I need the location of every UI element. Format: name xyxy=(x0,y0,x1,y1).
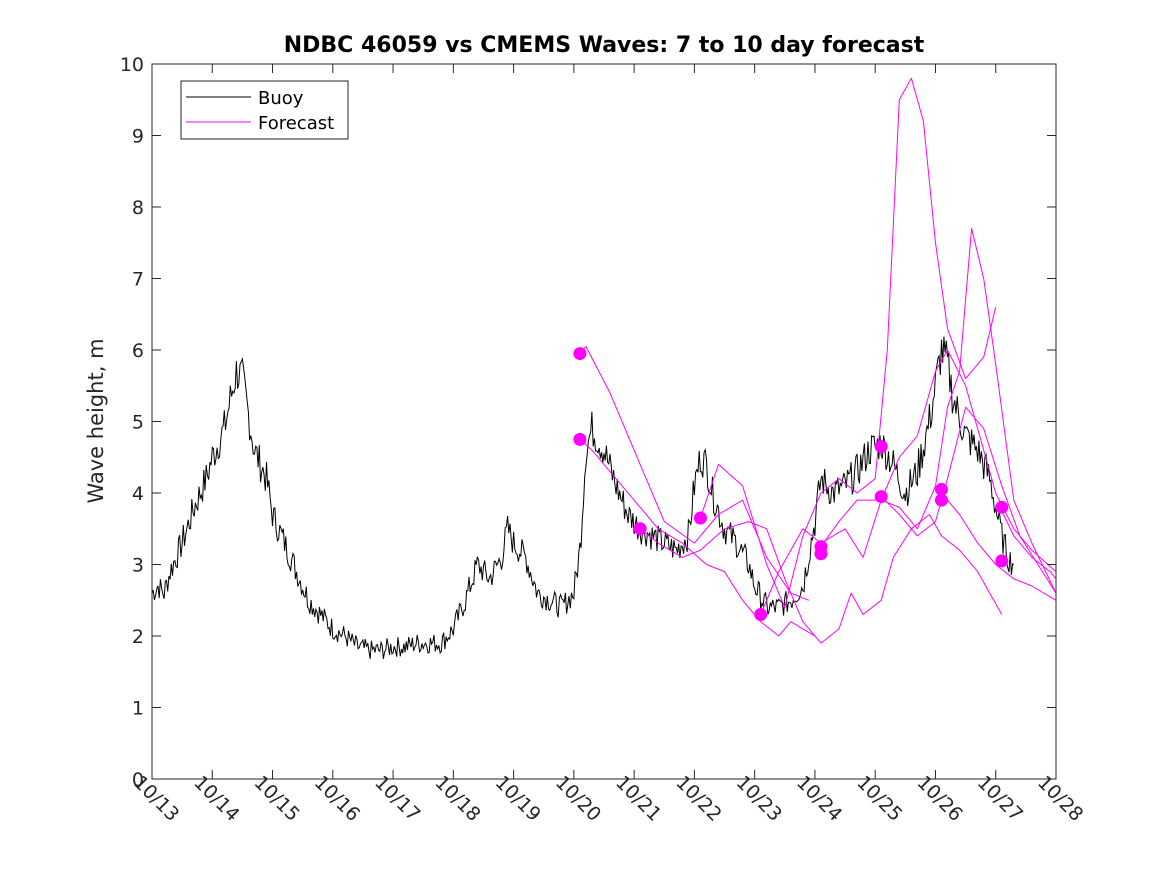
legend-box xyxy=(180,80,349,140)
forecast-marker-8 xyxy=(874,440,888,454)
y-tick-label: 4 xyxy=(132,483,144,505)
forecast-marker-3 xyxy=(633,522,647,536)
forecast-run-line-6 xyxy=(820,227,1057,594)
data-layer xyxy=(151,77,1057,659)
forecast-run-line-1 xyxy=(579,439,816,637)
forecast-run-line-4 xyxy=(699,77,997,608)
legend-buoy-label: Buoy xyxy=(258,88,304,109)
plot-area xyxy=(152,64,1056,779)
forecast-marker-4 xyxy=(693,511,707,525)
y-axis-label: Wave height, m xyxy=(84,338,108,503)
forecast-marker-9 xyxy=(874,490,888,504)
y-tick-label: 1 xyxy=(132,698,144,720)
forecast-run-line-2 xyxy=(579,345,810,601)
forecast-marker-10 xyxy=(934,482,948,496)
y-tick-label: 0 xyxy=(132,769,144,791)
buoy-series-line xyxy=(151,336,1015,659)
forecast-marker-1 xyxy=(573,347,587,361)
forecast-run-line-9 xyxy=(1001,510,1057,580)
forecast-run-line-8 xyxy=(941,492,1057,601)
y-tick-label: 5 xyxy=(132,412,144,434)
forecast-marker-11 xyxy=(934,493,948,507)
y-tick-label: 2 xyxy=(132,626,144,648)
chart-title: NDBC 46059 vs CMEMS Waves: 7 to 10 day f… xyxy=(284,33,925,58)
forecast-marker-2 xyxy=(573,432,587,446)
forecast-marker-12 xyxy=(995,500,1009,514)
y-tick-label: 6 xyxy=(132,340,144,362)
forecast-marker-7 xyxy=(814,547,828,561)
legend: Buoy Forecast xyxy=(180,80,349,140)
y-tick-label: 7 xyxy=(132,269,144,291)
y-tick-label: 8 xyxy=(132,197,144,219)
forecast-marker-5 xyxy=(754,608,768,622)
forecast-run-line-3 xyxy=(639,514,1003,644)
legend-forecast-label: Forecast xyxy=(258,113,334,134)
forecast-run-line-7 xyxy=(880,406,1057,594)
forecast-marker-13 xyxy=(995,554,1009,568)
y-tick-label: 9 xyxy=(132,126,144,148)
y-tick-label: 10 xyxy=(120,54,144,76)
y-tick-label: 3 xyxy=(132,555,144,577)
